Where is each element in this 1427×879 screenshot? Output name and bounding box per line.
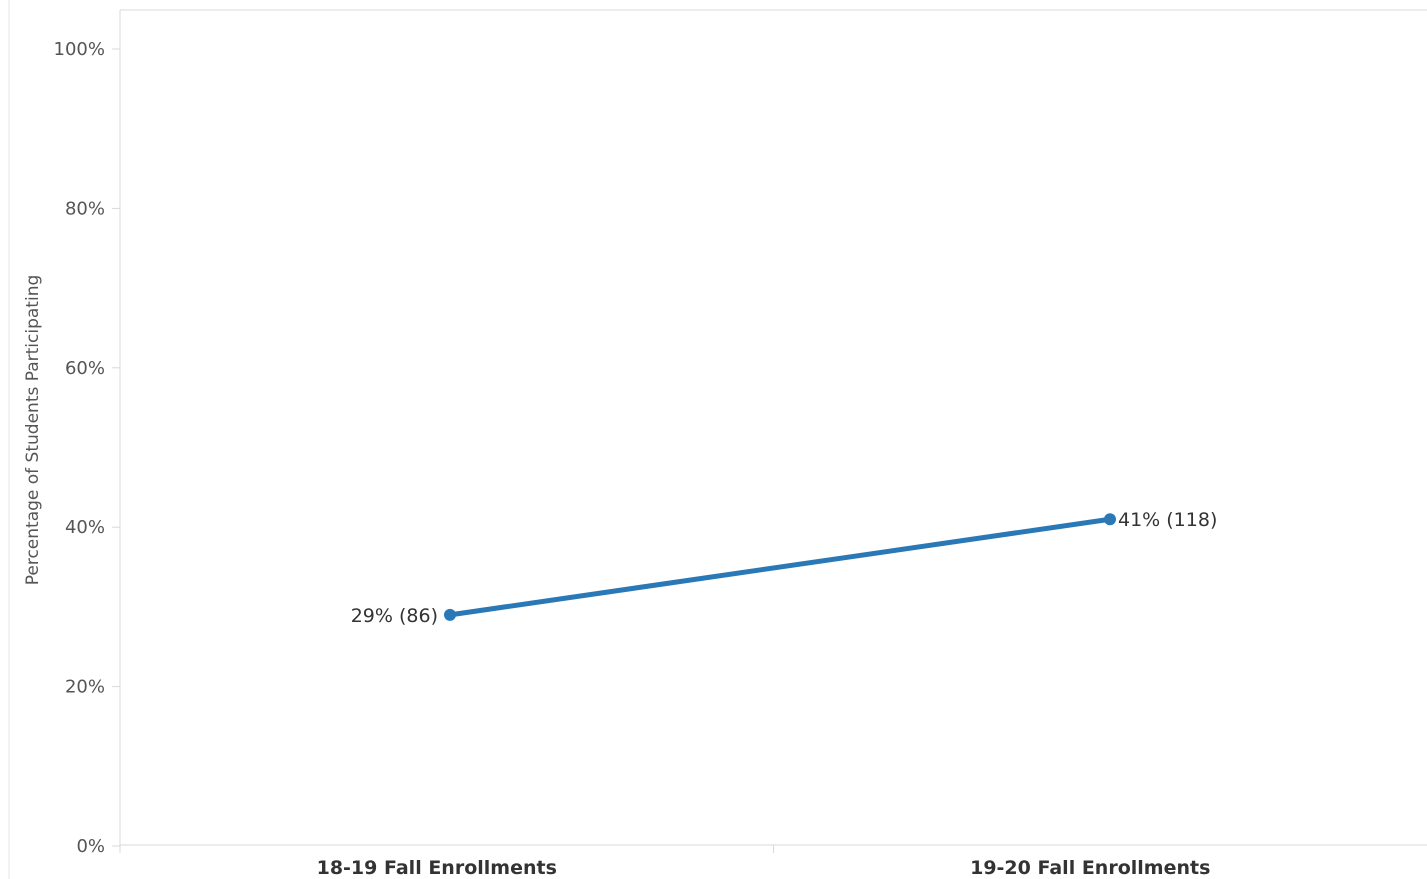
- data-point: [444, 608, 456, 621]
- data-label: 29% (86): [351, 605, 438, 627]
- y-tick-label: 20%: [65, 677, 105, 698]
- x-category-label: 18-19 Fall Enrollments: [317, 857, 557, 879]
- data-label: 41% (118): [1118, 509, 1217, 531]
- y-tick-label: 100%: [54, 39, 105, 60]
- y-tick-label: 0%: [76, 836, 105, 857]
- y-axis-title: Percentage of Students Participating: [23, 275, 43, 586]
- data-point: [1104, 513, 1116, 526]
- y-tick-label: 40%: [65, 517, 105, 538]
- series-line: [447, 516, 1113, 618]
- y-tick-label: 60%: [65, 358, 105, 379]
- x-category-label: 19-20 Fall Enrollments: [970, 857, 1210, 879]
- y-tick-label: 80%: [65, 198, 105, 219]
